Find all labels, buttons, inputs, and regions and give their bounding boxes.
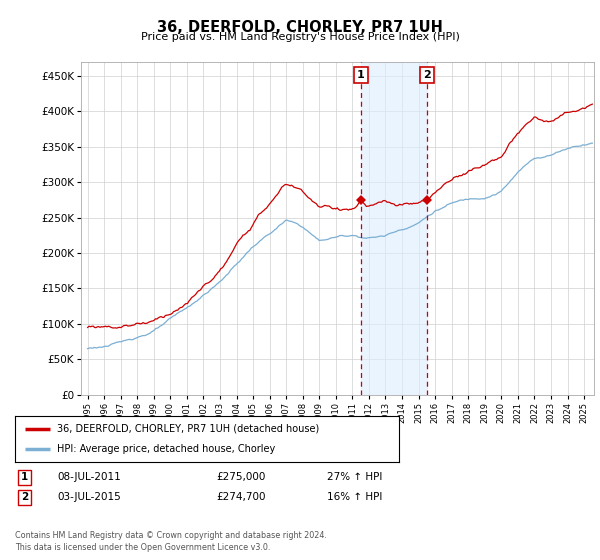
Bar — [361, 62, 427, 395]
Text: 16% ↑ HPI: 16% ↑ HPI — [327, 492, 382, 502]
Text: 36, DEERFOLD, CHORLEY, PR7 1UH: 36, DEERFOLD, CHORLEY, PR7 1UH — [157, 20, 443, 35]
Text: 36, DEERFOLD, CHORLEY, PR7 1UH (detached house): 36, DEERFOLD, CHORLEY, PR7 1UH (detached… — [57, 424, 319, 434]
Text: 27% ↑ HPI: 27% ↑ HPI — [327, 472, 382, 482]
Text: 1: 1 — [21, 472, 28, 482]
Text: HPI: Average price, detached house, Chorley: HPI: Average price, detached house, Chor… — [57, 444, 275, 454]
Text: 2: 2 — [21, 492, 28, 502]
Text: £274,700: £274,700 — [216, 492, 265, 502]
Text: 08-JUL-2011: 08-JUL-2011 — [57, 472, 121, 482]
Text: Contains HM Land Registry data © Crown copyright and database right 2024.
This d: Contains HM Land Registry data © Crown c… — [15, 531, 327, 552]
Text: 2: 2 — [423, 70, 431, 80]
Text: 1: 1 — [357, 70, 365, 80]
Text: 03-JUL-2015: 03-JUL-2015 — [57, 492, 121, 502]
Text: £275,000: £275,000 — [216, 472, 265, 482]
Text: Price paid vs. HM Land Registry's House Price Index (HPI): Price paid vs. HM Land Registry's House … — [140, 32, 460, 42]
